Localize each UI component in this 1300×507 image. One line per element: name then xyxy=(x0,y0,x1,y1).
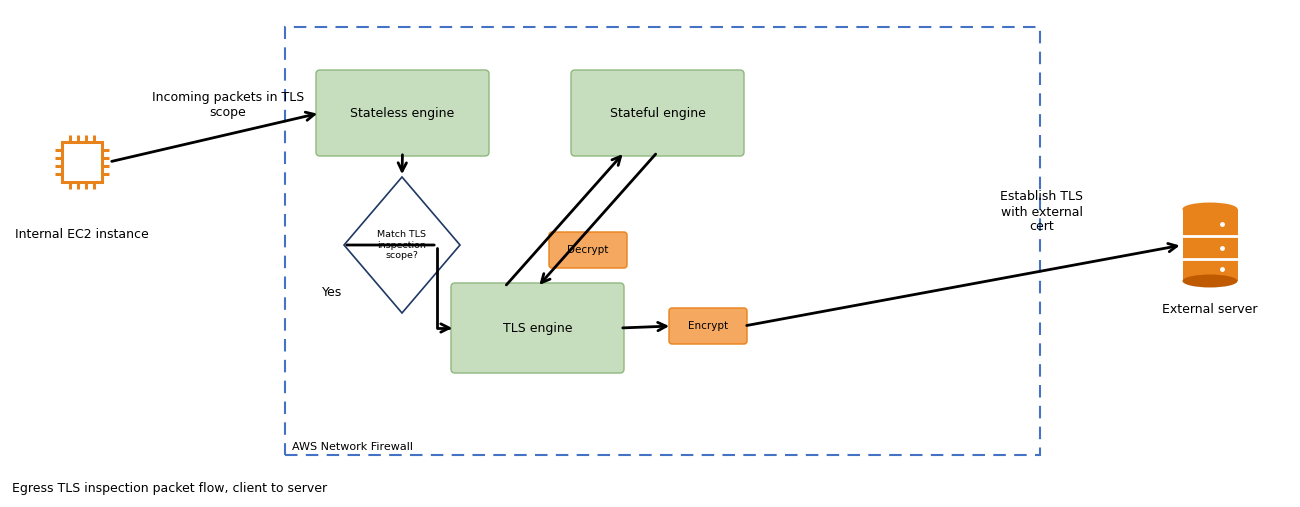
Polygon shape xyxy=(344,177,460,313)
Text: Internal EC2 instance: Internal EC2 instance xyxy=(16,229,150,241)
Text: Yes: Yes xyxy=(322,285,342,299)
Text: External server: External server xyxy=(1162,303,1258,316)
FancyBboxPatch shape xyxy=(571,70,744,156)
FancyBboxPatch shape xyxy=(62,142,101,182)
Text: Establish TLS
with external
cert: Establish TLS with external cert xyxy=(1001,191,1083,234)
Text: Encrypt: Encrypt xyxy=(688,321,728,331)
Ellipse shape xyxy=(1183,274,1238,287)
Text: Stateful engine: Stateful engine xyxy=(610,106,706,120)
Text: Match TLS
inspection
scope?: Match TLS inspection scope? xyxy=(377,230,426,260)
Text: TLS engine: TLS engine xyxy=(503,321,572,335)
Text: Decrypt: Decrypt xyxy=(567,245,608,255)
Text: Stateless engine: Stateless engine xyxy=(351,106,455,120)
Bar xyxy=(1183,209,1238,281)
FancyBboxPatch shape xyxy=(549,232,627,268)
Ellipse shape xyxy=(1183,202,1238,215)
Text: AWS Network Firewall: AWS Network Firewall xyxy=(292,442,413,452)
FancyBboxPatch shape xyxy=(316,70,489,156)
FancyBboxPatch shape xyxy=(451,283,624,373)
FancyBboxPatch shape xyxy=(670,308,747,344)
Text: Incoming packets in TLS
scope: Incoming packets in TLS scope xyxy=(152,91,304,119)
Text: Egress TLS inspection packet flow, client to server: Egress TLS inspection packet flow, clien… xyxy=(12,482,328,495)
